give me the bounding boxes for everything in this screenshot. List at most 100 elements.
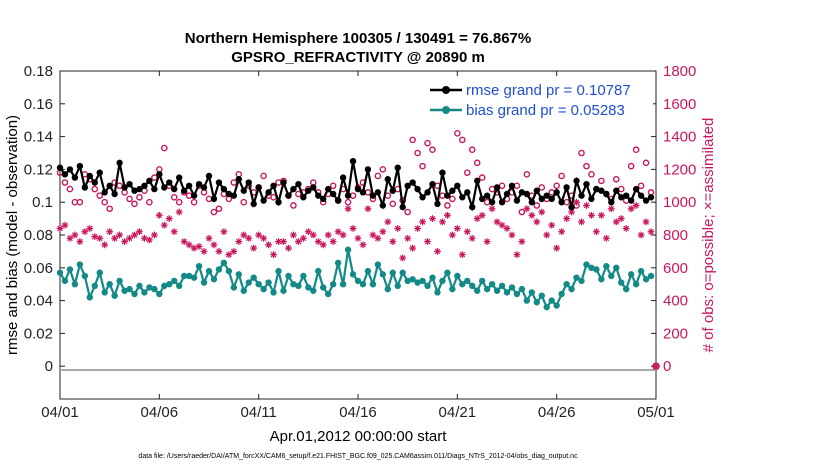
bias-point — [280, 287, 287, 294]
possible-point — [136, 193, 143, 201]
rmse-point — [424, 189, 431, 196]
possible-point — [126, 195, 133, 203]
possible-point — [76, 198, 84, 206]
rmse-point — [528, 199, 536, 206]
assimilated-point — [389, 238, 397, 245]
assimilated-point — [444, 211, 451, 219]
assimilated-point — [245, 234, 253, 242]
asterisk-stroke — [196, 243, 202, 250]
asterisk-stroke — [206, 235, 212, 242]
asterisk-stroke — [265, 242, 272, 248]
rmse-point — [56, 164, 64, 171]
asterisk-stroke — [548, 222, 555, 228]
bias-point — [508, 284, 516, 291]
bias-point — [464, 277, 471, 285]
bias-point — [151, 285, 158, 293]
asterisk-stroke — [499, 222, 505, 228]
asterisk-stroke — [121, 238, 128, 245]
assimilated-point — [230, 248, 238, 255]
possible-point — [106, 205, 113, 213]
assimilated-point — [439, 218, 446, 226]
asterisk-stroke — [394, 225, 401, 232]
asterisk-stroke — [494, 219, 500, 225]
assimilated-point — [205, 234, 213, 242]
rmse-point — [588, 195, 595, 203]
assimilated-point — [513, 251, 521, 259]
bias-point — [185, 272, 193, 280]
bias-point — [533, 299, 540, 306]
assimilated-point — [563, 215, 570, 222]
bias-point — [623, 285, 630, 293]
bias-point — [325, 290, 332, 298]
bias-point — [593, 266, 600, 273]
y-tick-label: 0.16 — [24, 96, 53, 113]
series-assimilated — [56, 198, 655, 262]
bias-point — [215, 266, 223, 273]
bias-point — [121, 287, 128, 294]
bias-point — [56, 269, 64, 276]
rmse-point — [518, 189, 526, 196]
assimilated-point — [121, 238, 128, 245]
assimilated-point — [429, 215, 436, 222]
rmse-point — [404, 182, 411, 189]
possible-point — [583, 162, 590, 170]
asterisk-stroke — [469, 235, 476, 242]
possible-point — [160, 144, 168, 152]
possible-point — [518, 208, 526, 216]
rmse-point — [245, 179, 252, 186]
bias-point — [71, 281, 79, 288]
assimilated-point — [126, 234, 133, 242]
assimilated-point — [299, 234, 307, 242]
asterisk-stroke — [96, 235, 103, 242]
legend: rmse grand pr = 0.10787 bias grand pr = … — [425, 78, 653, 120]
assimilated-point — [354, 234, 362, 242]
y-tick-label: 0.1 — [32, 194, 53, 211]
x-axis-label: Apr.01,2012 00:00:00 start — [270, 428, 448, 445]
asterisk-stroke — [484, 238, 490, 245]
possible-point — [170, 193, 178, 201]
bias-point — [176, 282, 183, 290]
assimilated-point — [250, 244, 258, 252]
assimilated-point — [548, 221, 556, 229]
rmse-point — [295, 180, 302, 188]
rmse-point — [439, 169, 446, 176]
possible-point — [538, 184, 546, 191]
asterisk-stroke — [91, 233, 98, 240]
bias-point — [618, 279, 625, 286]
assimilated-point — [414, 225, 421, 232]
bias-point — [434, 289, 441, 296]
rmse-point — [265, 189, 272, 196]
legend-rmse-label: rmse grand pr = 0.10787 — [466, 82, 631, 99]
assimilated-point — [379, 228, 387, 236]
rmse-point — [250, 200, 257, 208]
bias-point — [647, 272, 655, 280]
asterisk-stroke — [593, 228, 600, 235]
x-tick-label: 05/01 — [637, 404, 675, 421]
rmse-point — [310, 184, 317, 191]
bias-point — [166, 281, 173, 288]
assimilated-point — [175, 208, 183, 216]
y-axis-left: 0 0.02 0.04 0.06 0.08 0.1 0.12 0.14 0.16 0.18 — [24, 63, 65, 375]
rmse-point — [205, 172, 213, 180]
zero-obs-marker — [652, 362, 660, 370]
possible-point — [424, 139, 431, 147]
asterisk-stroke — [409, 245, 416, 251]
asterisk-stroke — [350, 225, 356, 232]
asterisk-stroke — [216, 248, 222, 255]
possible-point — [627, 162, 635, 170]
rmse-point — [329, 190, 337, 198]
bias-point — [171, 277, 178, 285]
bias-point — [235, 271, 242, 278]
assimilated-point — [349, 225, 357, 232]
bias-point — [478, 277, 486, 285]
asterisk-stroke — [156, 212, 163, 219]
rmse-point — [96, 169, 103, 176]
bias-point — [474, 287, 481, 294]
bias-point — [538, 292, 545, 299]
asterisk-stroke — [643, 219, 649, 225]
asterisk-stroke — [399, 255, 406, 261]
assimilated-point — [155, 211, 163, 219]
bias-point — [91, 282, 98, 290]
asterisk-stroke — [141, 235, 148, 242]
rmse-point — [240, 187, 247, 194]
